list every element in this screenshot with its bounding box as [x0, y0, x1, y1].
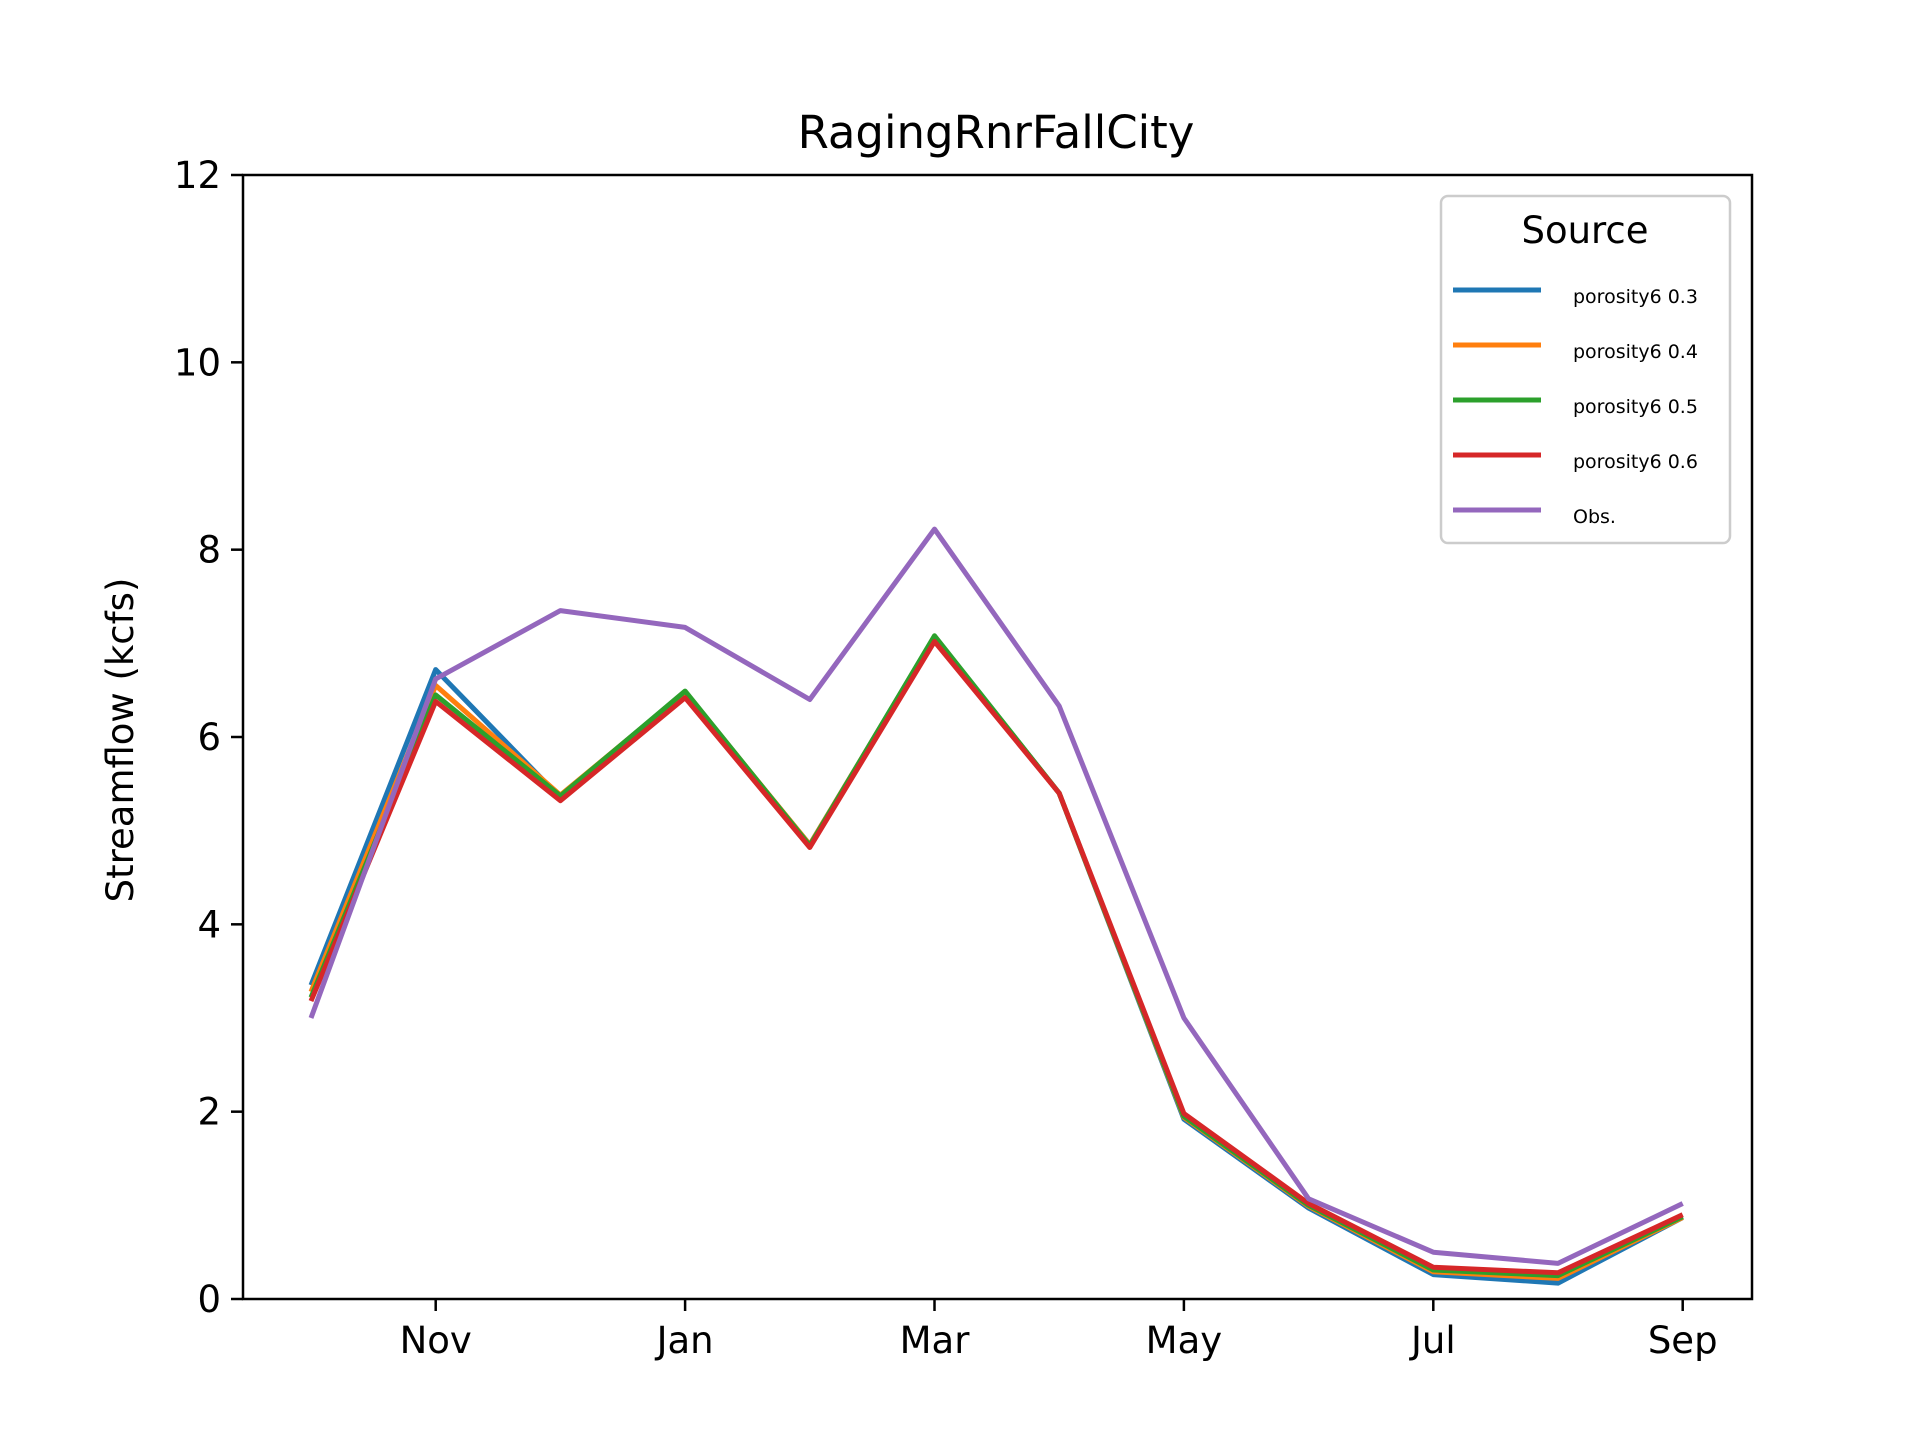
x-axis: Nov Jan Mar May Jul Sep	[400, 1299, 1718, 1362]
x-tick-label-3: May	[1146, 1319, 1223, 1362]
chart-title: RagingRnrFallCity	[798, 106, 1195, 159]
x-tick-label-1: Jan	[655, 1319, 714, 1362]
x-tick-label-4: Jul	[1409, 1319, 1456, 1362]
legend-label-0: porosity6 0.3	[1573, 286, 1698, 308]
x-tick-label-5: Sep	[1648, 1319, 1718, 1362]
legend-title: Source	[1521, 209, 1648, 252]
legend-label-3: porosity6 0.6	[1573, 451, 1698, 473]
legend-items: porosity6 0.3 porosity6 0.4 porosity6 0.5 p…	[1453, 286, 1698, 528]
y-tick-label-1: 2	[197, 1091, 221, 1134]
y-tick-label-6: 12	[174, 154, 221, 197]
y-tick-label-3: 6	[197, 716, 221, 759]
series-layer	[308, 526, 1684, 1286]
series-line-4	[308, 526, 1684, 1266]
legend-label-4: Obs.	[1573, 506, 1616, 528]
legend-label-1: porosity6 0.4	[1573, 341, 1698, 363]
series-line-3	[308, 639, 1684, 1276]
x-tick-label-2: Mar	[900, 1319, 971, 1362]
y-axis-label: Streamflow (kcfs)	[99, 578, 142, 903]
y-tick-label-2: 4	[197, 903, 221, 946]
y-tick-label-5: 10	[174, 341, 221, 384]
y-tick-label-4: 8	[197, 529, 221, 572]
y-axis: 0 2 4 6 8 10 12	[174, 154, 243, 1321]
x-tick-label-0: Nov	[400, 1319, 472, 1362]
legend-label-2: porosity6 0.5	[1573, 396, 1698, 418]
y-tick-label-0: 0	[197, 1278, 221, 1321]
